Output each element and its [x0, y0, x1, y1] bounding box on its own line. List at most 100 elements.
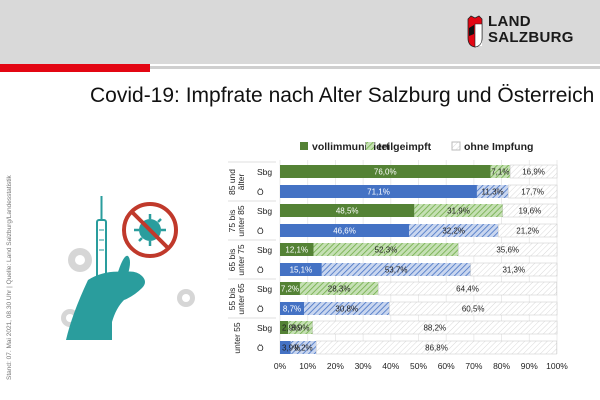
chart-bars: [280, 164, 558, 355]
bar-segment-full: [280, 341, 291, 354]
group-label-line: 65 bis: [227, 249, 237, 272]
legend-label-1: teilgeimpft: [378, 141, 432, 153]
chart-axis: 0% 10% 20% 30% 40% 50% 60% 70% 80% 90% 100%: [274, 361, 568, 371]
x-tick-label: 100%: [546, 361, 568, 371]
data-label: 21,2%: [516, 227, 539, 236]
data-label: 60,5%: [462, 305, 485, 314]
bar-segment-partial: [490, 165, 511, 178]
data-label: 19,6%: [519, 207, 542, 216]
header-band: [0, 0, 600, 64]
row-label: Ö: [257, 265, 264, 275]
bar-segment-none: [458, 242, 558, 257]
data-label: 11,3%: [482, 188, 504, 197]
salzburg-crest-icon: [467, 15, 483, 48]
data-label: 12,1%: [285, 246, 308, 255]
group-label-0: 85 undälter: [227, 169, 246, 195]
group-label-3: 55 bisunter 65: [227, 283, 246, 314]
bar-segment-partial: [313, 243, 459, 256]
bar-segment-partial: [414, 204, 503, 217]
logo-line-2: SALZBURG: [488, 29, 574, 46]
group-label-line: unter 85: [236, 205, 246, 236]
row-label: Sbg: [257, 245, 272, 255]
bar-segment-partial: [476, 185, 509, 198]
data-label: 86,8%: [425, 344, 448, 353]
x-tick-label: 80%: [493, 361, 510, 371]
data-label: 16,9%: [522, 168, 545, 177]
logo-text: LAND SALZBURG: [488, 14, 574, 46]
virus-prohibited-icon: [122, 202, 178, 258]
x-tick-label: 70%: [465, 361, 482, 371]
x-tick-label: 10%: [299, 361, 316, 371]
gear-right-icon: [177, 289, 195, 307]
data-label: 52,3%: [375, 246, 398, 255]
row-label: Sbg: [257, 284, 272, 294]
gear-icon: [68, 248, 92, 272]
header-rule: [0, 64, 600, 72]
bar-segment-none: [509, 164, 558, 179]
group-label-line: älter: [236, 174, 246, 191]
x-tick-label: 0%: [274, 361, 287, 371]
bar-segment-none: [389, 301, 558, 316]
group-label-line: unter 75: [236, 244, 246, 275]
x-tick-label: 30%: [355, 361, 372, 371]
data-label: 7,1%: [491, 168, 509, 177]
group-label-line: 55 bis: [227, 288, 237, 311]
x-tick-label: 60%: [438, 361, 455, 371]
data-label: 88,2%: [423, 324, 446, 333]
bar-segment-none: [470, 262, 558, 277]
chart-labels: 85 undälter Sbg 76,0% 7,1% 16,9% Ö 71,1% 11,3% 1…: [227, 167, 545, 354]
data-label: 2,9%: [282, 324, 300, 333]
vaccine-illustration: [61, 196, 195, 340]
bar-segment-full: [280, 185, 477, 198]
data-label: 15,1%: [290, 266, 313, 275]
bar-segment-full: [280, 282, 300, 295]
row-label: Sbg: [257, 206, 272, 216]
data-label: 3,9%: [282, 344, 300, 353]
data-label: 30,8%: [335, 305, 358, 314]
legend-swatch-1: [366, 142, 374, 150]
data-label: 17,7%: [521, 188, 544, 197]
row-label: Sbg: [257, 167, 272, 177]
data-label: 53,7%: [385, 266, 408, 275]
land-salzburg-logo: LAND SALZBURG: [466, 14, 586, 50]
row-label: Ö: [257, 187, 264, 197]
data-label: 32,2%: [442, 227, 465, 236]
data-label: 46,6%: [333, 227, 356, 236]
bar-segment-partial: [321, 263, 471, 276]
bar-segment-partial: [299, 282, 379, 295]
bar-segment-none: [502, 203, 558, 218]
data-label: 8,9%: [291, 324, 309, 333]
data-label: 71,1%: [367, 188, 390, 197]
bar-segment-full: [280, 224, 410, 237]
bar-segment-none: [507, 184, 558, 199]
legend-swatch-2: [451, 141, 461, 151]
row-label: Ö: [257, 226, 264, 236]
data-label: 48,5%: [336, 207, 359, 216]
group-label-line: 85 und: [227, 169, 237, 195]
data-label: 31,9%: [447, 207, 470, 216]
x-tick-label: 50%: [410, 361, 427, 371]
bar-segment-none: [378, 281, 557, 296]
row-label: Ö: [257, 304, 264, 314]
gloved-hand-icon: [66, 271, 145, 340]
header-rule-red: [0, 64, 150, 72]
bar-segment-partial: [304, 302, 390, 315]
page-title: Covid-19: Impfrate nach Alter Salzburg u…: [90, 84, 595, 107]
group-label-4: unter 55: [232, 322, 242, 353]
data-label: 31,3%: [502, 266, 525, 275]
header-rule-grey: [150, 66, 600, 69]
legend-label-2: ohne Impfung: [464, 141, 533, 153]
bar-segment-full: [280, 204, 415, 217]
data-label: 64,4%: [456, 285, 479, 294]
data-label: 28,3%: [328, 285, 351, 294]
data-label: 7,2%: [281, 285, 299, 294]
x-tick-label: 90%: [521, 361, 538, 371]
row-label: Sbg: [257, 323, 272, 333]
finger-icon: [118, 255, 130, 274]
data-label: 35,6%: [496, 246, 519, 255]
bar-segment-partial: [290, 341, 317, 354]
x-tick-label: 20%: [327, 361, 344, 371]
bar-segment-full: [280, 321, 289, 334]
